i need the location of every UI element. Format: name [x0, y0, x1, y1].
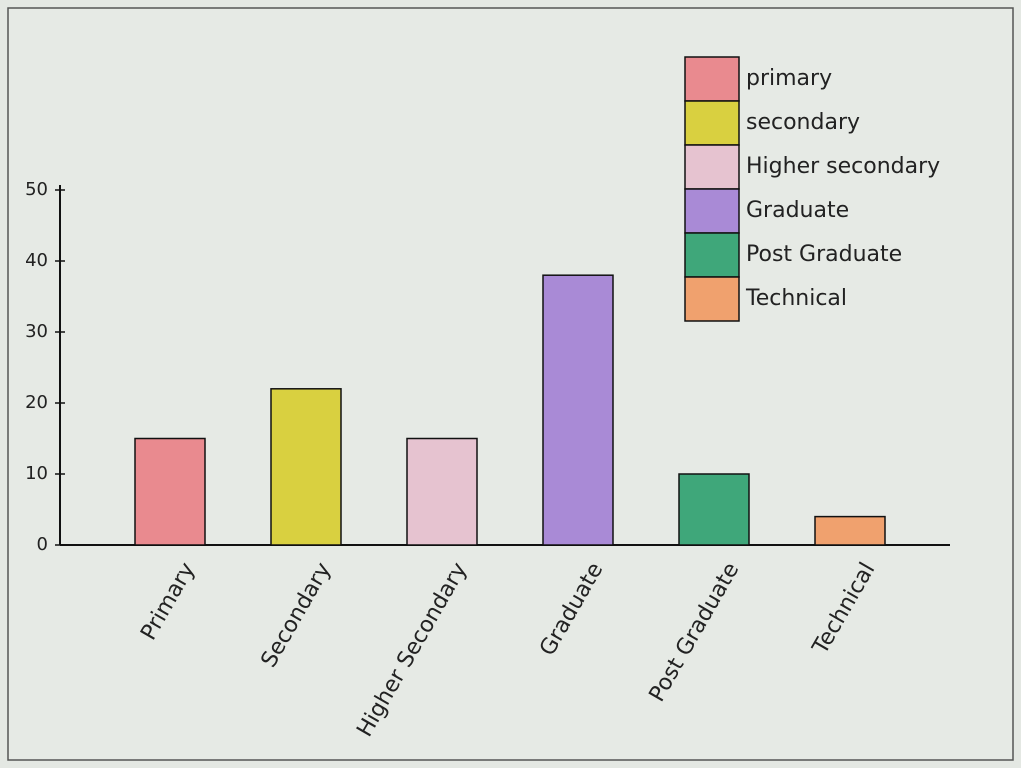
bar: [406, 437, 478, 546]
legend-swatch: [684, 56, 740, 102]
legend-label: Post Graduate: [746, 242, 902, 267]
y-tick-label: 20: [25, 392, 48, 413]
bar: [542, 274, 614, 546]
legend: primary secondary Higher secondary Graduate…: [684, 56, 940, 322]
legend-label: primary: [746, 66, 832, 91]
bar: [134, 437, 206, 546]
legend-swatch: [684, 144, 740, 190]
y-tick-label: 50: [25, 179, 48, 200]
paper: [7, 7, 1014, 761]
bar: [270, 388, 342, 546]
legend-label: Technical: [745, 286, 847, 311]
y-tick-label: 0: [37, 534, 48, 555]
bar: [814, 515, 886, 546]
y-tick-label: 40: [25, 250, 48, 271]
y-tick-label: 30: [25, 321, 48, 342]
legend-swatch: [684, 276, 740, 322]
legend-swatch: [684, 188, 740, 234]
legend-label: Graduate: [746, 198, 849, 223]
legend-swatch: [684, 232, 740, 278]
legend-swatch: [684, 100, 740, 146]
legend-label: Higher secondary: [746, 154, 940, 179]
legend-label: secondary: [746, 110, 860, 135]
y-tick-label: 10: [25, 463, 48, 484]
bar: [678, 473, 750, 546]
